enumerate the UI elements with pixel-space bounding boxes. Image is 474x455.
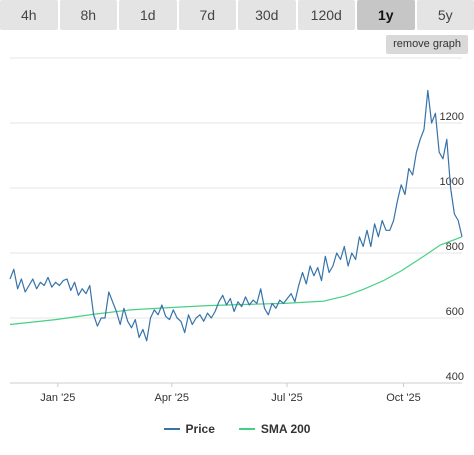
price-line-swatch	[163, 428, 180, 430]
x-tick-label: Jul '25	[271, 392, 302, 404]
tab-7d[interactable]: 7d	[178, 0, 236, 30]
legend-price-label: Price	[185, 422, 215, 436]
y-tick-label: 600	[446, 306, 464, 318]
remove-graph-button[interactable]: remove graph	[386, 35, 468, 54]
y-tick-label: 1000	[440, 176, 464, 188]
x-axis-ticks: Jan '25 Apr '25 Jul '25 Oct '25	[40, 383, 421, 404]
tab-8h[interactable]: 8h	[59, 0, 117, 30]
x-tick-label: Apr '25	[155, 392, 190, 404]
y-axis-ticks: 400 600 800 1000 1200	[440, 111, 464, 383]
price-series-line	[9, 89, 463, 342]
sma-line-swatch	[238, 428, 255, 430]
tab-1y[interactable]: 1y	[357, 0, 415, 30]
legend-item-sma[interactable]: SMA 200	[238, 420, 311, 438]
tab-1d[interactable]: 1d	[119, 0, 177, 30]
timeframe-tabs: 4h 8h 1d 7d 30d 120d 1y 5y	[0, 0, 474, 30]
x-tick-label: Oct '25	[386, 392, 421, 404]
y-tick-label: 800	[446, 241, 464, 253]
legend-item-price[interactable]: Price	[163, 420, 215, 438]
x-tick-label: Jan '25	[40, 392, 75, 404]
y-tick-label: 1200	[440, 111, 464, 123]
sma-200-series-line	[9, 236, 463, 326]
tab-30d[interactable]: 30d	[238, 0, 296, 30]
tab-5y[interactable]: 5y	[416, 0, 474, 30]
chart-legend: Price SMA 200	[0, 420, 474, 438]
tab-4h[interactable]: 4h	[0, 0, 58, 30]
tab-120d[interactable]: 120d	[297, 0, 355, 30]
legend-sma-label: SMA 200	[260, 422, 311, 436]
y-tick-label: 400	[446, 371, 464, 383]
series-lines	[9, 89, 463, 342]
